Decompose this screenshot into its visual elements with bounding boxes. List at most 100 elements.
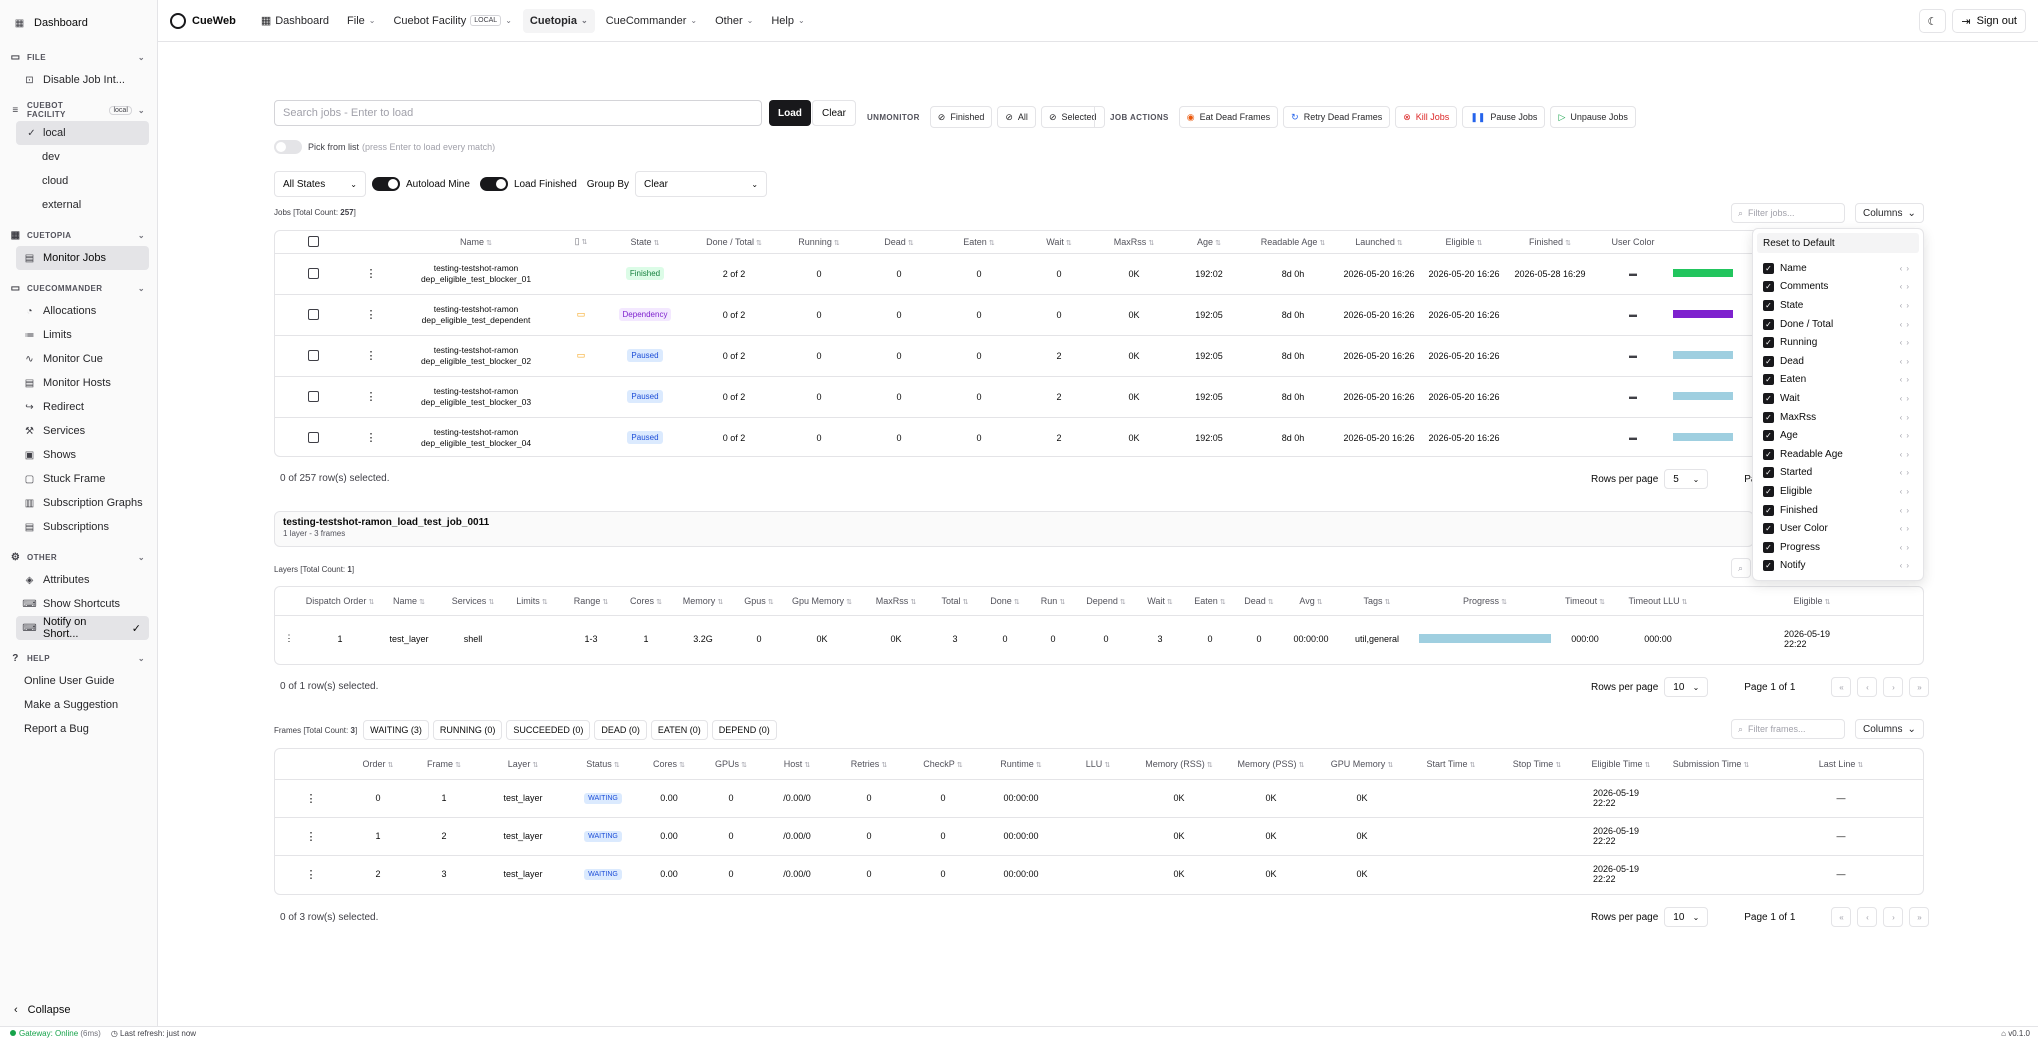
row-menu-icon[interactable]: ⋮: [351, 335, 391, 377]
first-page-button[interactable]: «: [1831, 907, 1852, 927]
row-checkbox[interactable]: [275, 376, 351, 418]
col-running[interactable]: Running ⇅: [779, 231, 859, 254]
reorder-arrows-icon[interactable]: ‹›: [1899, 282, 1913, 292]
sidebar-group-other[interactable]: ⚙ OTHER ⌄: [0, 546, 157, 568]
row-menu-icon[interactable]: ⋮: [351, 294, 391, 336]
col-layer-12[interactable]: Run ⇅: [1029, 587, 1077, 616]
user-color-button[interactable]: ▬: [1593, 335, 1673, 377]
nav-file[interactable]: File ⌄: [340, 9, 382, 33]
col-layer-9[interactable]: MaxRss ⇅: [863, 587, 929, 616]
col-layer-5[interactable]: Cores ⇅: [623, 587, 669, 616]
reorder-arrows-icon[interactable]: ‹›: [1899, 542, 1913, 552]
col-layer-10[interactable]: Total ⇅: [929, 587, 981, 616]
sidebar-group-cuetopia[interactable]: ▦ CUETOPIA ⌄: [0, 224, 157, 246]
row-menu-icon[interactable]: ⋮: [305, 868, 317, 881]
column-toggle-item[interactable]: ✓ Name ‹›: [1757, 259, 1919, 278]
row-menu-icon[interactable]: ⋮: [351, 376, 391, 418]
table-row[interactable]: ⋮ testing-testshot-ramon dep_eligible_test…: [275, 253, 1923, 295]
col-frame-0[interactable]: Order ⇅: [347, 749, 409, 780]
col-layer-1[interactable]: Name ⇅: [377, 587, 441, 616]
col-layer-15[interactable]: Eaten ⇅: [1185, 587, 1235, 616]
col-user-color[interactable]: User Color: [1593, 231, 1673, 254]
pick-from-list-toggle[interactable]: [274, 140, 302, 154]
col-frame-6[interactable]: Host ⇅: [763, 749, 831, 780]
col-layer-6[interactable]: Memory ⇅: [669, 587, 737, 616]
col-frame-7[interactable]: Retries ⇅: [831, 749, 907, 780]
layer-row-menu[interactable]: ⋮: [284, 633, 294, 644]
col-layer-17[interactable]: Avg ⇅: [1283, 587, 1339, 616]
col-frame-2[interactable]: Layer ⇅: [479, 749, 567, 780]
row-checkbox[interactable]: [275, 335, 351, 377]
last-page-button[interactable]: »: [1909, 677, 1930, 697]
table-row[interactable]: ⋮ 2 3 test_layer WAITING 0.00 0/0.00/0 0 0 00:00:…: [275, 855, 1923, 893]
reorder-arrows-icon[interactable]: ‹›: [1899, 505, 1913, 515]
col-layer-13[interactable]: Depend ⇅: [1077, 587, 1135, 616]
col-layer-22[interactable]: Eligible ⇅: [1701, 587, 1923, 616]
layers-rows-per-page-select[interactable]: 10 ⌄: [1664, 677, 1709, 697]
col-finished[interactable]: Finished ⇅: [1507, 231, 1593, 254]
collapse-button[interactable]: ‹ Collapse: [14, 1004, 70, 1016]
reorder-arrows-icon[interactable]: ‹›: [1899, 468, 1913, 478]
row-menu-icon[interactable]: ⋮: [365, 432, 377, 445]
col-readable-age[interactable]: Readable Age ⇅: [1249, 231, 1337, 254]
logo[interactable]: CueWeb: [170, 12, 236, 29]
user-color-button[interactable]: ▬: [1629, 433, 1637, 443]
check-icon[interactable]: ✓: [1763, 281, 1774, 293]
col-frame-12[interactable]: Memory (PSS) ⇅: [1225, 749, 1317, 780]
sidebar-facility-cloud[interactable]: cloud: [16, 169, 149, 193]
col-name[interactable]: Name ⇅: [391, 231, 561, 254]
column-toggle-item[interactable]: ✓ Notify ‹›: [1757, 557, 1919, 576]
sidebar-item-subscriptions[interactable]: ▤ Subscriptions: [16, 515, 149, 539]
check-icon[interactable]: ✓: [1763, 318, 1774, 330]
group-by-select[interactable]: Clear ⌄: [635, 171, 768, 197]
row-menu-icon[interactable]: ⋮: [275, 817, 347, 856]
reorder-arrows-icon[interactable]: ‹›: [1899, 524, 1913, 534]
row-menu-icon[interactable]: ⋮: [275, 779, 347, 818]
row-checkbox[interactable]: [275, 253, 351, 295]
col-layer-20[interactable]: Timeout ⇅: [1555, 587, 1615, 616]
reset-columns-button[interactable]: Reset to Default: [1757, 233, 1919, 253]
retry-dead-frames-button[interactable]: ↻ Retry Dead Frames: [1283, 106, 1391, 128]
check-icon[interactable]: ✓: [1763, 392, 1774, 404]
check-icon[interactable]: ✓: [1763, 299, 1774, 311]
pause-jobs-button[interactable]: ❚❚ Pause Jobs: [1462, 106, 1546, 128]
reorder-arrows-icon[interactable]: ‹›: [1899, 319, 1913, 329]
reorder-arrows-icon[interactable]: ‹›: [1899, 412, 1913, 422]
sidebar-group-file[interactable]: ▭ FILE ⌄: [0, 46, 157, 68]
autoload-toggle[interactable]: [372, 177, 400, 191]
column-toggle-item[interactable]: ✓ Readable Age ‹›: [1757, 445, 1919, 464]
select-all-checkbox[interactable]: [275, 231, 351, 254]
sidebar-facility-local[interactable]: ✓ local: [16, 121, 149, 145]
reorder-arrows-icon[interactable]: ‹›: [1899, 375, 1913, 385]
check-icon[interactable]: ✓: [1763, 430, 1774, 442]
check-icon[interactable]: ✓: [1763, 355, 1774, 367]
column-toggle-item[interactable]: ✓ Eaten ‹›: [1757, 371, 1919, 390]
user-color-button[interactable]: ▬: [1593, 376, 1673, 418]
unmonitor-all-button[interactable]: ⊘ All: [997, 106, 1036, 128]
load-button[interactable]: Load: [769, 100, 811, 126]
unmonitor-selected-button[interactable]: ⊘ Selected: [1040, 106, 1105, 128]
user-color-button[interactable]: ▬: [1593, 253, 1673, 295]
sidebar-group-facility[interactable]: ≡ CUEBOT FACILITY local ⌄: [0, 99, 157, 121]
sidebar-item-stuck-frame[interactable]: ▢ Stuck Frame: [16, 467, 149, 491]
column-toggle-item[interactable]: ✓ State ‹›: [1757, 296, 1919, 315]
col-layer-19[interactable]: Progress ⇅: [1415, 587, 1555, 616]
check-icon[interactable]: ✓: [1763, 448, 1774, 460]
states-select[interactable]: All States ⌄: [274, 171, 366, 197]
col-frame-3[interactable]: Status ⇅: [567, 749, 639, 780]
nav-help[interactable]: Help ⌄: [764, 9, 811, 33]
col-layer-21[interactable]: Timeout LLU ⇅: [1615, 587, 1701, 616]
col-frame-1[interactable]: Frame ⇅: [409, 749, 479, 780]
theme-toggle-button[interactable]: ☾: [1918, 9, 1947, 33]
col-layer-4[interactable]: Range ⇅: [559, 587, 623, 616]
sidebar-item-shows[interactable]: ▣ Shows: [16, 443, 149, 467]
sidebar-item-report-bug[interactable]: Report a Bug: [16, 717, 149, 741]
column-toggle-item[interactable]: ✓ Dead ‹›: [1757, 352, 1919, 371]
row-menu-icon[interactable]: ⋮: [351, 253, 391, 295]
sidebar-item-services[interactable]: ⚒ Services: [16, 419, 149, 443]
next-page-button[interactable]: ›: [1883, 907, 1904, 927]
sidebar-item-show-shortcuts[interactable]: ⌨ Show Shortcuts: [16, 592, 149, 616]
sidebar-facility-dev[interactable]: dev: [16, 145, 149, 169]
sidebar-item-monitor-jobs[interactable]: ▤ Monitor Jobs: [16, 246, 149, 270]
next-page-button[interactable]: ›: [1883, 677, 1904, 697]
